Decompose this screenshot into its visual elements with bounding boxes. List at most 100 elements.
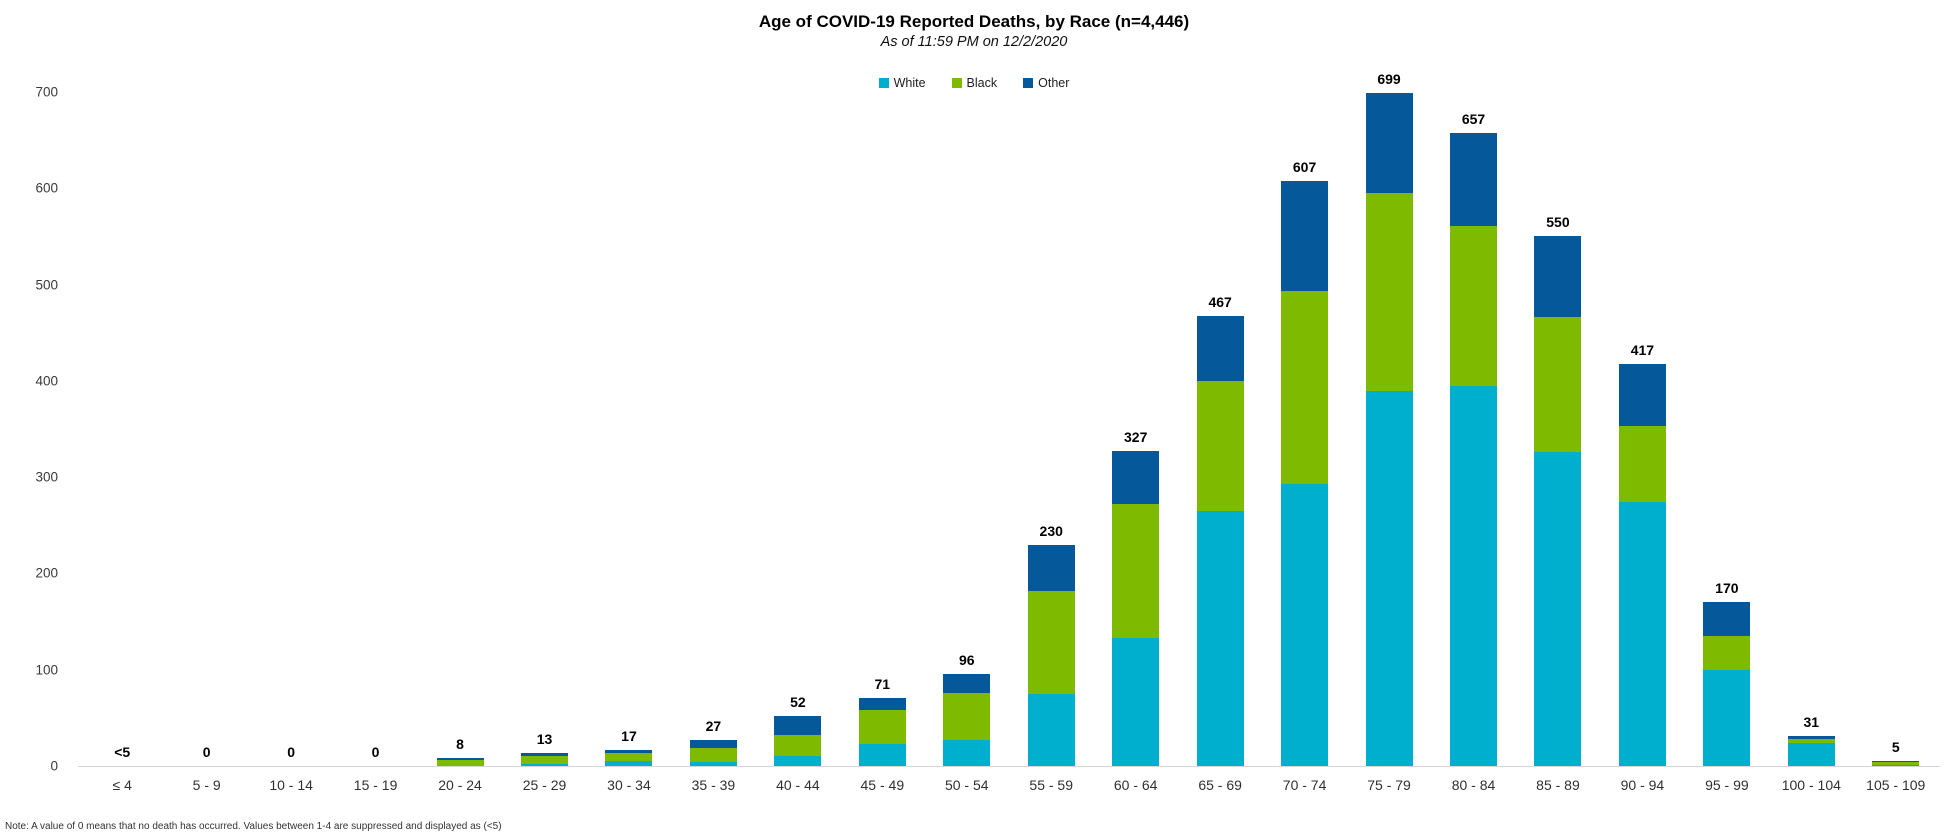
legend-item-black[interactable]: Black (951, 76, 998, 90)
bar-total-label: 13 (536, 731, 553, 748)
bar-segment-white[interactable] (1450, 385, 1497, 766)
bar-total-label: 170 (1715, 580, 1739, 597)
x-axis-category-label: 5 - 9 (192, 777, 221, 793)
bar-segment-other[interactable] (436, 758, 484, 761)
bar-segment-white[interactable] (1872, 765, 1920, 766)
x-axis-category-label: 50 - 54 (944, 777, 989, 793)
bar-segment-white[interactable] (521, 764, 568, 766)
legend-item-white[interactable]: White (878, 76, 926, 90)
bar-segment-other[interactable] (1872, 761, 1920, 763)
bar-segment-black[interactable] (1787, 739, 1835, 743)
bar-segment-other[interactable] (1196, 316, 1244, 381)
bar-total-label: 17 (621, 727, 637, 744)
legend-swatch-icon (878, 78, 889, 88)
x-axis-category-label: 100 - 104 (1781, 777, 1841, 793)
x-axis-category-label: 20 - 24 (438, 777, 482, 793)
bar-segment-other[interactable] (774, 715, 822, 736)
bar-segment-white[interactable] (1534, 452, 1582, 766)
bar-segment-white[interactable] (943, 739, 991, 766)
bar-segment-white[interactable] (605, 761, 653, 766)
bar-segment-white[interactable] (1618, 502, 1666, 766)
x-axis-category-label: 85 - 89 (1536, 777, 1580, 793)
bar-segment-black[interactable] (1450, 225, 1497, 386)
bar-segment-black[interactable] (1703, 635, 1751, 670)
bar-segment-black[interactable] (436, 760, 484, 766)
bar-segment-black[interactable] (943, 692, 991, 740)
bar-segment-other[interactable] (1703, 602, 1751, 636)
x-axis-category-label: 90 - 94 (1620, 777, 1665, 793)
bar-segment-black[interactable] (1027, 590, 1075, 694)
bar-total-label: 417 (1630, 342, 1655, 359)
bar-segment-black[interactable] (858, 710, 906, 744)
bar-total-label: 327 (1123, 429, 1148, 446)
bar-segment-black[interactable] (521, 756, 568, 765)
bar-total-label: 27 (705, 717, 722, 734)
y-axis-tick-label: 400 (35, 373, 58, 389)
bar-total-label: 467 (1208, 294, 1232, 311)
bar-segment-black[interactable] (774, 735, 822, 757)
bar-segment-black[interactable] (1196, 380, 1244, 511)
bar-total-label: 230 (1039, 522, 1063, 539)
bar-segment-black[interactable] (1618, 426, 1666, 503)
bar-segment-black[interactable] (1365, 193, 1413, 392)
bar-total-label: 0 (371, 744, 380, 760)
legend-swatch-icon (1023, 78, 1034, 88)
bar-total-label: <5 (114, 744, 131, 760)
x-axis-category-label: 25 - 29 (522, 777, 567, 793)
bar-segment-black[interactable] (605, 752, 653, 762)
legend-label: White (893, 76, 926, 90)
bar-total-label: 699 (1377, 70, 1401, 87)
legend: White Black Other (0, 76, 1948, 90)
bar-total-label: 8 (456, 736, 464, 753)
y-axis-tick-label: 200 (35, 565, 58, 581)
bar-segment-other[interactable] (1027, 544, 1075, 591)
y-axis-tick-label: 0 (50, 758, 58, 774)
bar-segment-other[interactable] (689, 739, 737, 748)
bar-segment-white[interactable] (1281, 483, 1329, 766)
x-axis-category-label: 15 - 19 (353, 777, 398, 793)
bar-segment-black[interactable] (1281, 291, 1329, 484)
bar-segment-black[interactable] (1872, 762, 1920, 766)
chart-footnote: Note: A value of 0 means that no death h… (5, 821, 502, 832)
bar-segment-other[interactable] (858, 697, 906, 711)
bar-segment-black[interactable] (689, 747, 737, 763)
y-axis-tick-label: 700 (35, 84, 58, 100)
bar-total-label: 0 (202, 744, 211, 760)
bar-segment-white[interactable] (1365, 391, 1413, 766)
bar-segment-other[interactable] (1365, 92, 1413, 193)
x-axis-category-label: 55 - 59 (1029, 777, 1074, 793)
bar-total-label: 71 (874, 675, 891, 692)
bar-segment-white[interactable] (1196, 510, 1244, 766)
bar-segment-other[interactable] (1281, 181, 1329, 292)
legend-item-other[interactable]: Other (1023, 76, 1069, 90)
bar-segment-black[interactable] (1534, 317, 1582, 453)
bar-segment-other[interactable] (1534, 236, 1582, 318)
y-axis-tick-label: 300 (35, 469, 58, 485)
bar-segment-white[interactable] (689, 762, 737, 766)
x-axis-category-label: 45 - 49 (860, 777, 905, 793)
bar-segment-other[interactable] (605, 749, 653, 753)
bar-segment-other[interactable] (1112, 451, 1160, 505)
bar-segment-other[interactable] (1618, 364, 1666, 427)
bar-total-label: 607 (1292, 159, 1317, 176)
bar-total-label: 550 (1546, 214, 1570, 231)
bar-segment-white[interactable] (1112, 637, 1160, 766)
bar-segment-black[interactable] (1112, 504, 1160, 638)
bar-segment-white[interactable] (1027, 693, 1075, 766)
chart-subtitle: As of 11:59 PM on 12/2/2020 (880, 34, 1068, 50)
bar-segment-white[interactable] (858, 743, 906, 766)
bar-segment-other[interactable] (1787, 736, 1835, 740)
bar-segment-other[interactable] (1450, 133, 1497, 226)
bar-segment-white[interactable] (774, 756, 822, 766)
x-axis-category-label: 80 - 84 (1451, 777, 1496, 793)
x-axis-category-label: 40 - 44 (776, 777, 820, 793)
bar-segment-white[interactable] (1787, 742, 1835, 766)
bar-segment-other[interactable] (521, 753, 568, 757)
x-axis-category-label: ≤ 4 (112, 777, 132, 793)
bar-segment-other[interactable] (943, 673, 991, 693)
chart-title: Age of COVID-19 Reported Deaths, by Race… (758, 12, 1190, 31)
legend-label: Black (966, 76, 998, 90)
bar-total-label: 31 (1803, 714, 1820, 731)
bar-segment-white[interactable] (1703, 669, 1751, 766)
